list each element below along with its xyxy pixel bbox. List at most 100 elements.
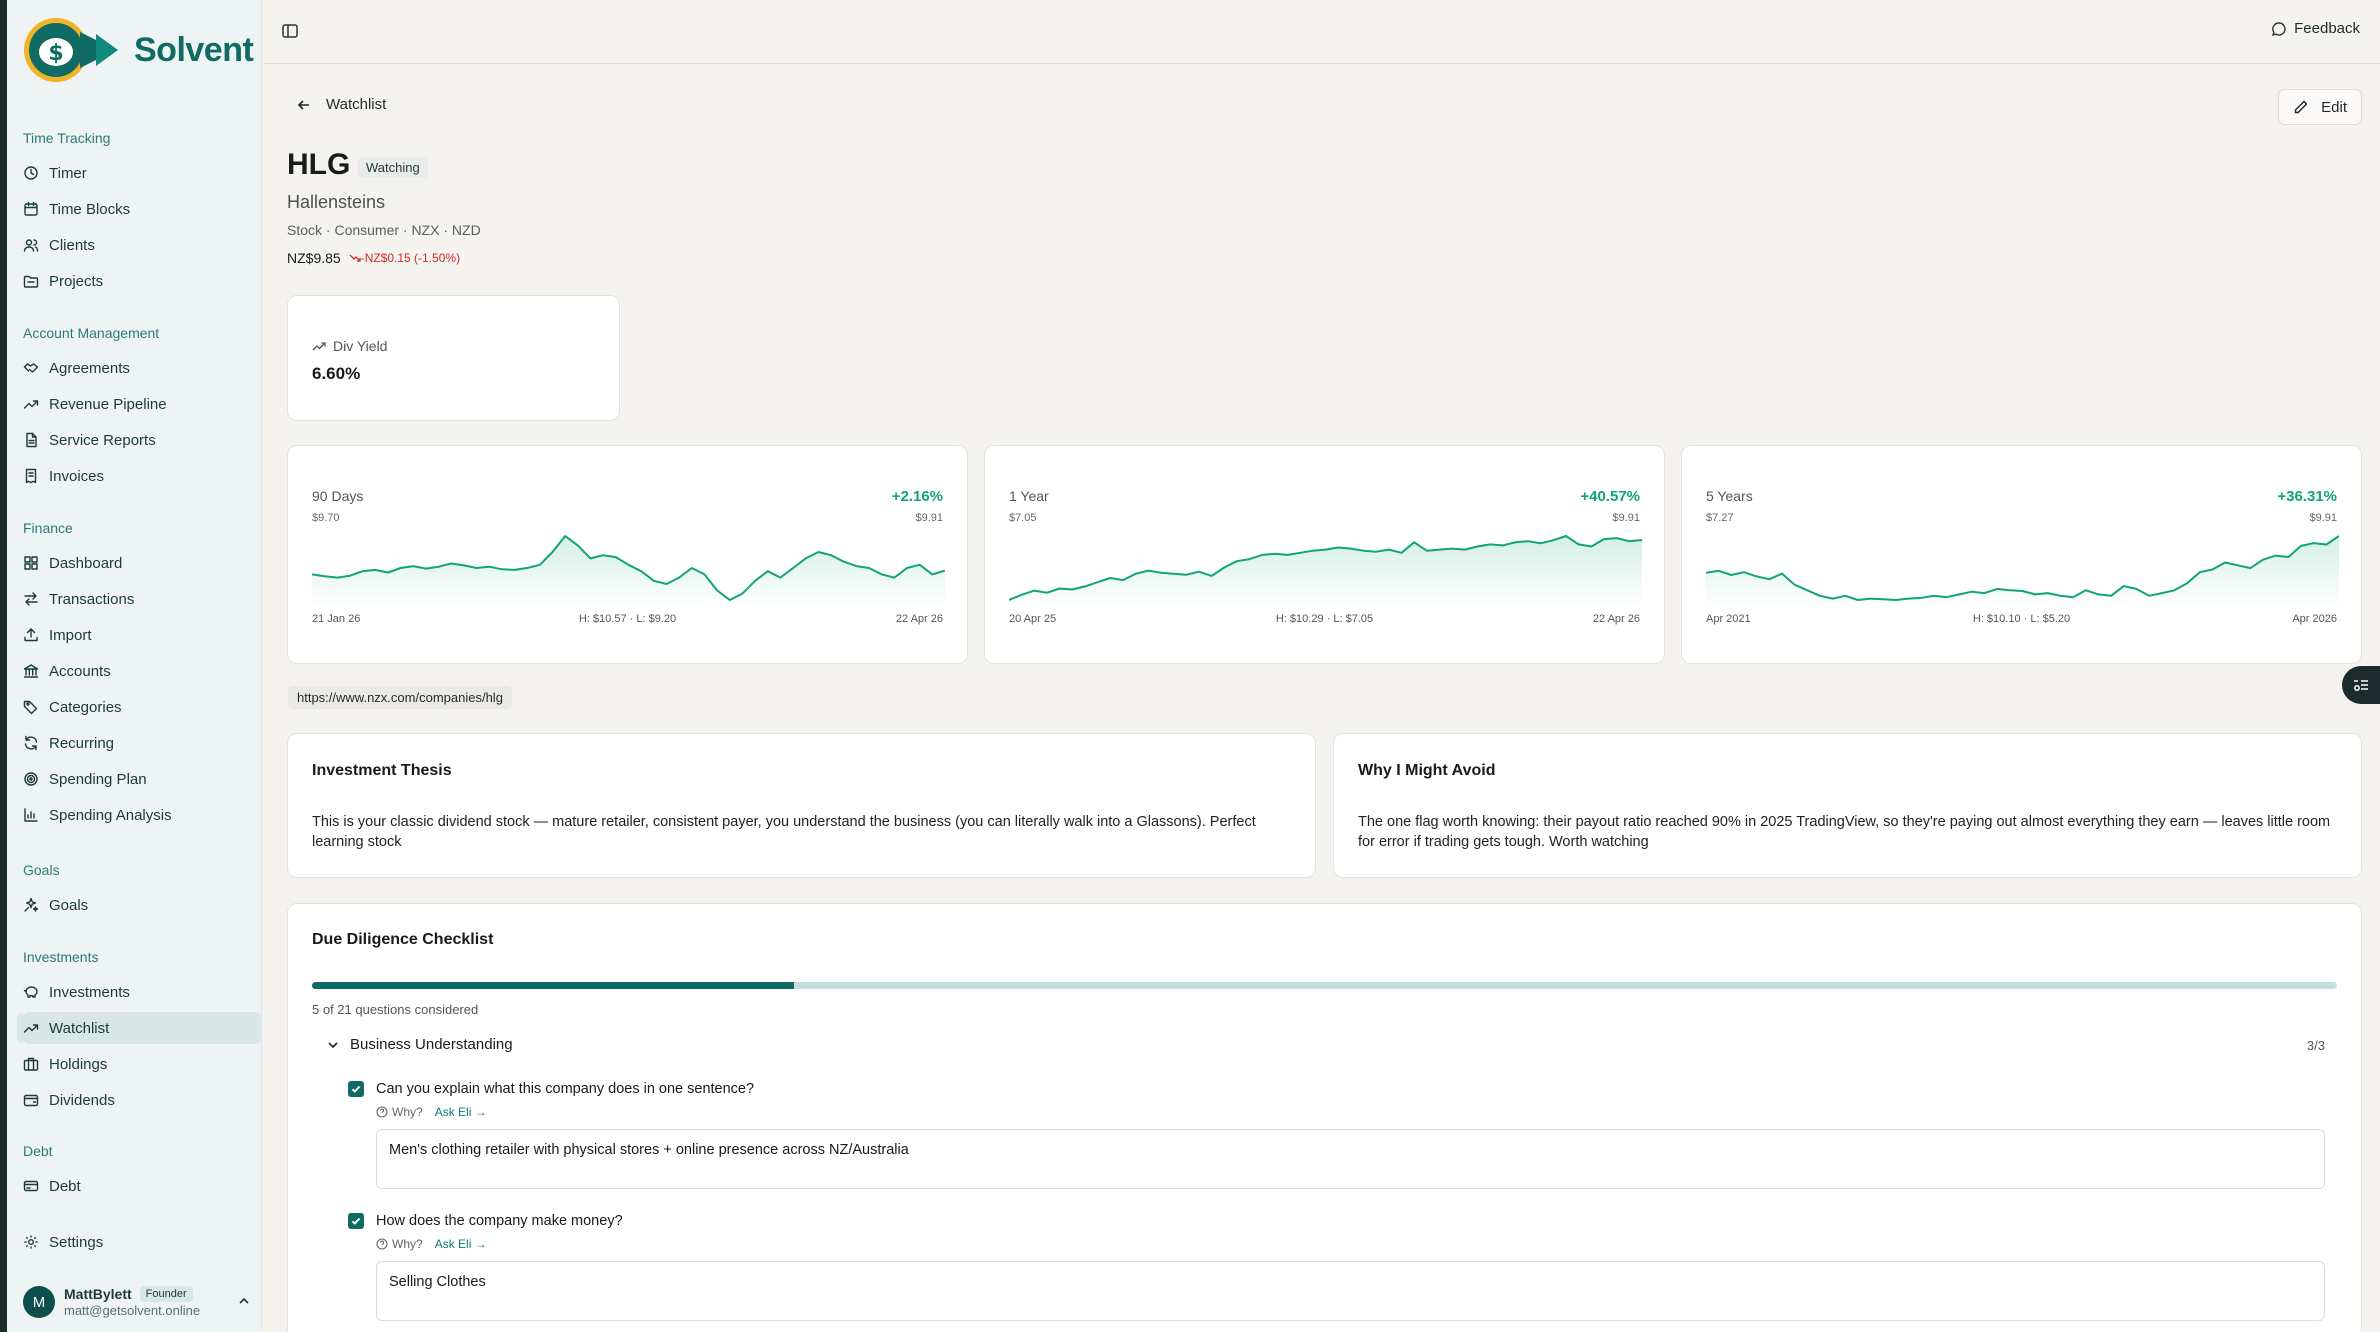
- sidebar-item-label: Watchlist: [49, 1019, 110, 1037]
- chevron-up-icon[interactable]: [237, 1294, 251, 1313]
- side-panel-button[interactable]: [2342, 666, 2380, 704]
- sidebar-item-holdings[interactable]: Holdings: [23, 1048, 261, 1080]
- price-row: NZ$9.85 -NZ$0.15 (-1.50%): [287, 250, 460, 266]
- chart-end-price: $9.91: [1612, 512, 1640, 524]
- sidebar-item-label: Revenue Pipeline: [49, 395, 167, 413]
- logo[interactable]: $ Solvent: [22, 14, 254, 86]
- calendar-icon: [23, 201, 39, 217]
- sidebar-item-spending-analysis[interactable]: Spending Analysis: [23, 799, 261, 831]
- sidebar-item-invoices[interactable]: Invoices: [23, 460, 261, 492]
- sidebar-item-service-reports[interactable]: Service Reports: [23, 424, 261, 456]
- edit-button[interactable]: Edit: [2278, 89, 2362, 125]
- current-price: NZ$9.85: [287, 250, 341, 266]
- sidebar-item-categories[interactable]: Categories: [23, 691, 261, 723]
- check-icon: [351, 1217, 361, 1225]
- sidebar-item-label: Categories: [49, 698, 122, 716]
- sidebar-item-investments[interactable]: Investments: [23, 976, 261, 1008]
- user-menu[interactable]: M MattBylett Founder matt@getsolvent.onl…: [23, 1282, 261, 1322]
- sidebar-item-dividends[interactable]: Dividends: [23, 1084, 261, 1116]
- chart-end-price: $9.91: [2309, 512, 2337, 524]
- sidebar-item-revenue-pipeline[interactable]: Revenue Pipeline: [23, 388, 261, 420]
- sidebar-item-time-blocks[interactable]: Time Blocks: [23, 193, 261, 225]
- sidebar-item-label: Debt: [49, 1177, 81, 1195]
- chart-start-price: $7.05: [1009, 512, 1037, 524]
- sidebar-item-label: Spending Analysis: [49, 806, 172, 824]
- sidebar-item-agreements[interactable]: Agreements: [23, 352, 261, 384]
- avoid-body: The one flag worth knowing: their payout…: [1358, 814, 2331, 850]
- sidebar-item-label: Transactions: [49, 590, 135, 608]
- folder-icon: [23, 273, 39, 289]
- bar-chart-icon: [23, 807, 39, 823]
- sidebar-item-dashboard[interactable]: Dashboard: [23, 547, 261, 579]
- sidebar-item-label: Import: [49, 626, 92, 644]
- chart-card-5y: 5 Years +36.31% $7.27 $9.91 Apr 2021 H: …: [1681, 445, 2362, 664]
- edit-label: Edit: [2321, 98, 2347, 116]
- security-meta: Stock · Consumer · NZX · NZD: [287, 222, 481, 238]
- sidebar-item-label: Settings: [49, 1233, 104, 1251]
- sparkline-1y: [1009, 535, 1642, 608]
- sidebar-item-timer[interactable]: Timer: [23, 157, 261, 189]
- help-circle-icon: [376, 1106, 388, 1118]
- chart-start-price: $9.70: [312, 512, 340, 524]
- sidebar-item-spending-plan[interactable]: Spending Plan: [23, 763, 261, 795]
- list-filter-icon: [2354, 680, 2368, 691]
- trending-up-icon: [23, 1020, 39, 1036]
- why-link[interactable]: Why?: [392, 1237, 423, 1251]
- chart-card-1y: 1 Year +40.57% $7.05 $9.91 20 Apr 25 H: …: [984, 445, 1665, 664]
- checklist-card: Due Diligence Checklist 5 of 21 question…: [287, 903, 2362, 1332]
- sidebar-toggle-icon[interactable]: [281, 22, 299, 40]
- help-circle-icon: [376, 1238, 388, 1250]
- sidebar-item-recurring[interactable]: Recurring: [23, 727, 261, 759]
- sidebar-item-watchlist[interactable]: Watchlist: [17, 1012, 261, 1044]
- target-icon: [23, 771, 39, 787]
- trending-up-icon: [23, 396, 39, 412]
- chart-end-price: $9.91: [915, 512, 943, 524]
- sparkline-area: [1009, 536, 1642, 608]
- price-change-value: -NZ$0.15 (-1.50%): [360, 251, 461, 265]
- sparkline-5y: [1706, 535, 2339, 608]
- sidebar-item-accounts[interactable]: Accounts: [23, 655, 261, 687]
- sidebar-item-debt[interactable]: Debt: [23, 1170, 261, 1202]
- logo-text: Solvent: [134, 30, 254, 69]
- answer-field[interactable]: Men's clothing retailer with physical st…: [376, 1129, 2325, 1189]
- sparkline-90d: [312, 535, 945, 608]
- why-link[interactable]: Why?: [392, 1105, 423, 1119]
- chart-end-date: 22 Apr 26: [1592, 613, 1640, 625]
- div-yield-card: Div Yield 6.60%: [287, 295, 620, 421]
- chart-title: 1 Year: [1009, 488, 1049, 504]
- question-row: How does the company make money?: [348, 1213, 623, 1229]
- group-toggle[interactable]: Business Understanding: [326, 1036, 513, 1053]
- question-checkbox[interactable]: [348, 1213, 364, 1229]
- thesis-body: This is your classic dividend stock — ma…: [312, 814, 1256, 850]
- progress-text: 5 of 21 questions considered: [312, 1002, 479, 1017]
- question-checkbox[interactable]: [348, 1081, 364, 1097]
- sidebar-item-transactions[interactable]: Transactions: [23, 583, 261, 615]
- sidebar-item-label: Agreements: [49, 359, 130, 377]
- sidebar-item-settings[interactable]: Settings: [23, 1226, 261, 1258]
- arrow-left-icon: [297, 99, 309, 110]
- feedback-button[interactable]: Feedback: [2271, 20, 2360, 37]
- ask-eli-link[interactable]: Ask Eli →: [434, 1237, 487, 1251]
- sidebar-section-heading: Debt: [23, 1143, 53, 1159]
- answer-field[interactable]: Selling Clothes: [376, 1261, 2325, 1321]
- checklist-title: Due Diligence Checklist: [312, 931, 494, 948]
- avoid-card: Why I Might Avoid The one flag worth kno…: [1333, 733, 2362, 878]
- sidebar-item-label: Clients: [49, 236, 95, 254]
- briefcase-icon: [23, 1056, 39, 1072]
- clock-icon: [23, 165, 39, 181]
- chart-range: H: $10.57 · L: $9.20: [578, 613, 677, 625]
- swap-icon: [23, 591, 39, 607]
- sparkline-line: [1009, 535, 1642, 601]
- back-link[interactable]: Watchlist: [296, 96, 386, 113]
- sidebar-item-import[interactable]: Import: [23, 619, 261, 651]
- sidebar-item-label: Dashboard: [49, 554, 123, 572]
- back-label: Watchlist: [326, 96, 387, 113]
- group-title: Business Understanding: [350, 1036, 513, 1053]
- sidebar-item-projects[interactable]: Projects: [23, 265, 261, 297]
- sidebar-item-goals[interactable]: Goals: [23, 889, 261, 921]
- company-url-link[interactable]: https://www.nzx.com/companies/hlg: [288, 686, 512, 709]
- checklist-progress-bar: [312, 982, 2337, 989]
- chart-start-date: Apr 2021: [1706, 613, 1751, 625]
- ask-eli-link[interactable]: Ask Eli →: [434, 1105, 487, 1119]
- sidebar-item-clients[interactable]: Clients: [23, 229, 261, 261]
